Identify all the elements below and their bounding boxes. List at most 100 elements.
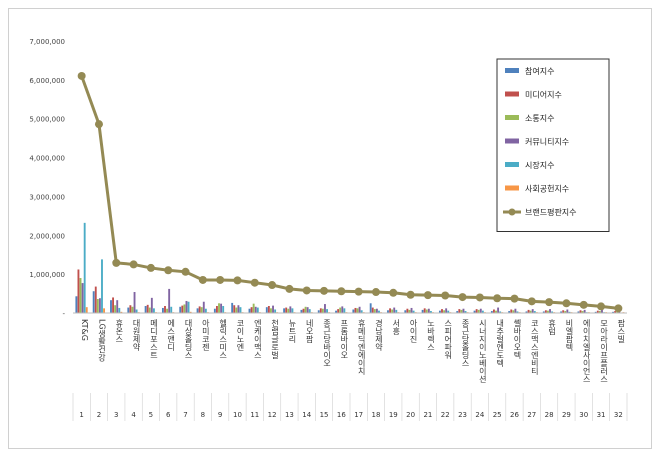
legend-label: 소통지수 [525, 114, 554, 123]
bar [144, 306, 147, 313]
rank-label: 2 [97, 411, 101, 419]
bar [373, 309, 376, 313]
y-tick-label: 4,000,000 [29, 155, 65, 163]
bar [612, 311, 614, 313]
bar [272, 305, 274, 313]
y-tick-label: 2,000,000 [29, 232, 65, 240]
y-tick-label: 1,000,000 [29, 271, 65, 279]
category-label: 내추럴엔도텍 [496, 319, 505, 368]
legend-label: 시장지수 [525, 160, 554, 170]
bar [395, 309, 398, 313]
bar [421, 309, 424, 313]
category-label: 경남제약 [374, 318, 383, 352]
bar [560, 311, 563, 313]
line-point [181, 267, 190, 276]
bar [412, 310, 415, 313]
bar [216, 306, 218, 313]
legend-label: 미디어지수 [525, 90, 562, 100]
bar [510, 309, 513, 313]
category-label: 휴메딕엔에이치 [357, 319, 366, 376]
rank-label: 16 [337, 411, 346, 419]
bar [304, 306, 307, 313]
bar [579, 310, 582, 313]
bar [601, 309, 603, 313]
line-point [112, 258, 121, 267]
category-label: 쎌바이오텍 [513, 318, 522, 360]
bar [181, 305, 184, 313]
bar [222, 306, 225, 313]
bar [516, 311, 519, 313]
bar [356, 308, 359, 313]
bar [490, 311, 493, 313]
bar [164, 306, 166, 313]
rank-label: 17 [354, 411, 363, 419]
bar [594, 311, 597, 313]
bar [81, 283, 84, 313]
rank-label: 12 [268, 411, 277, 419]
bar [387, 310, 389, 313]
bar [135, 309, 138, 313]
bar [114, 305, 117, 313]
bar [547, 310, 549, 313]
category-label: LG생활건강 [97, 319, 106, 362]
rank-label: 22 [441, 411, 450, 419]
line-point [285, 284, 294, 293]
bar [218, 303, 220, 313]
bar [77, 269, 80, 313]
bar [291, 308, 294, 313]
bar [94, 286, 97, 313]
bar [525, 311, 528, 313]
bar [423, 308, 426, 313]
line-point [216, 275, 225, 284]
bar [185, 300, 188, 313]
bar [116, 300, 119, 313]
bar [404, 310, 407, 313]
bar [512, 310, 515, 313]
rank-label: 20 [406, 411, 415, 419]
bar [475, 309, 478, 313]
line-point [164, 266, 173, 275]
bar [378, 310, 380, 313]
bar [110, 300, 112, 313]
category-label: 대원제약 [132, 319, 141, 352]
bar [274, 309, 277, 313]
bar [391, 309, 394, 313]
line-point [389, 288, 398, 297]
rank-label: 31 [597, 411, 606, 419]
legend-swatch-marker [508, 208, 516, 216]
bar [549, 309, 551, 313]
bar [270, 308, 272, 313]
rank-label: 29 [562, 411, 571, 419]
bar [460, 309, 463, 313]
bar [354, 307, 357, 313]
bar [389, 308, 392, 313]
rank-label: 15 [320, 411, 329, 419]
bar [152, 308, 155, 313]
category-label: 에스앤디 [167, 319, 176, 352]
legend-label: 참여지수 [525, 66, 554, 76]
bar [566, 309, 569, 313]
bar [427, 308, 430, 313]
rank-label: 21 [423, 411, 432, 419]
category-label: 메디포스트 [149, 319, 158, 359]
legend-swatch [505, 185, 519, 191]
bar [410, 307, 413, 313]
category-label: 코스맥스엔비티 [530, 319, 539, 376]
rank-label: 32 [614, 411, 623, 419]
bar [343, 308, 346, 313]
bar [101, 259, 103, 313]
bar [408, 309, 411, 313]
bar [564, 311, 567, 313]
bar [248, 308, 251, 313]
bar [544, 310, 547, 313]
bar [283, 308, 286, 313]
bar [477, 309, 480, 313]
rank-label: 14 [302, 411, 311, 419]
category-label: 팜스빌 [617, 318, 626, 343]
bar [98, 298, 101, 313]
bar [568, 311, 571, 313]
bar [250, 307, 253, 313]
line-point [146, 263, 155, 272]
category-label: 종근당바이오 [322, 319, 331, 367]
bar [464, 311, 467, 313]
